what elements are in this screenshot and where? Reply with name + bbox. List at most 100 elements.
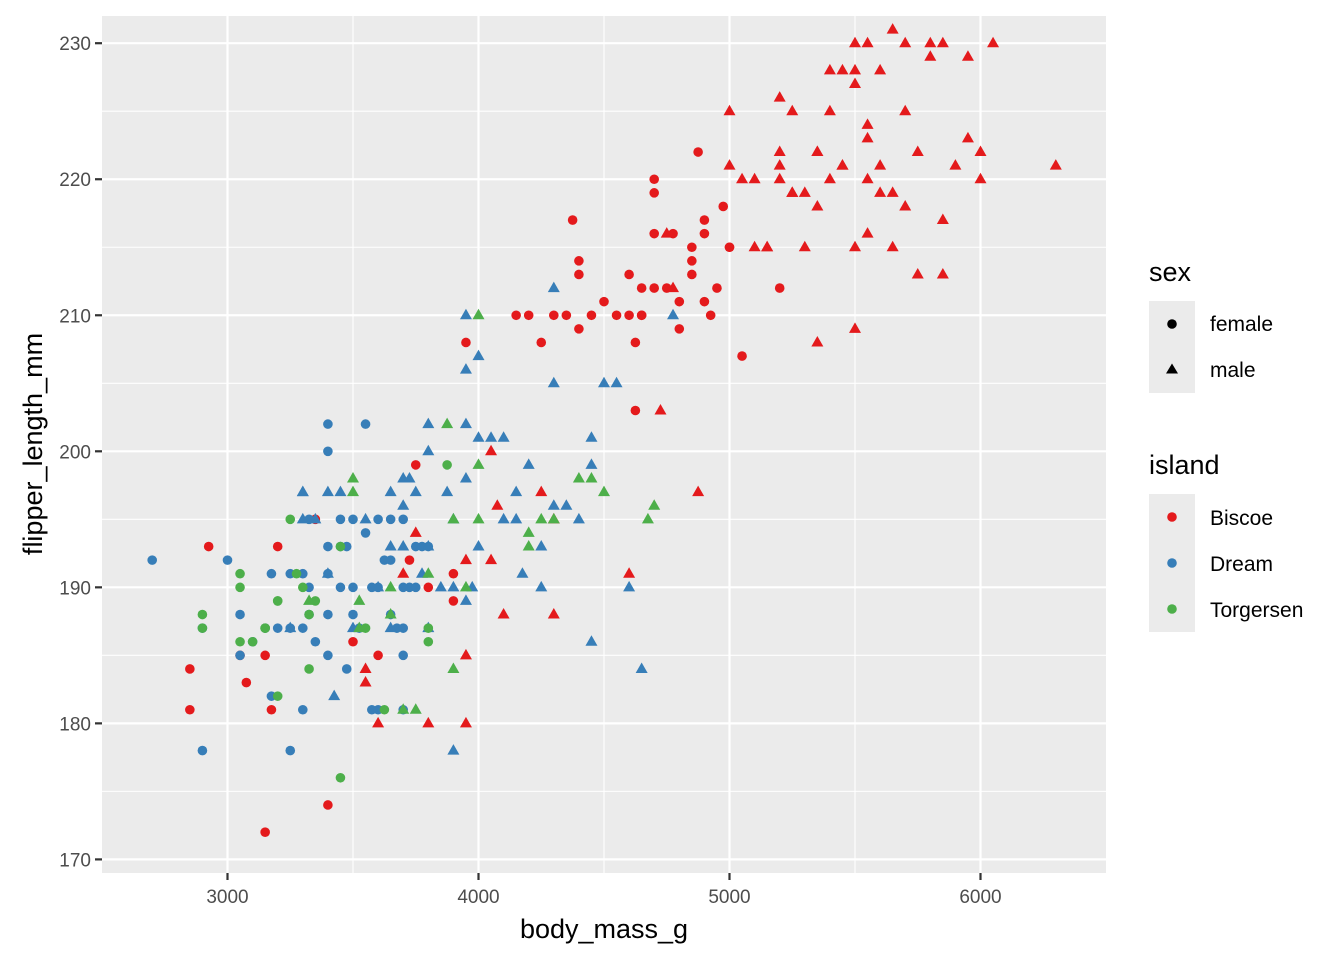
point-biscoe-male	[886, 240, 899, 252]
legend-island-title: island	[1149, 450, 1220, 480]
point-torgersen-female	[304, 609, 314, 620]
point-dream-male	[510, 512, 523, 524]
point-biscoe-male	[773, 172, 786, 184]
point-biscoe-male	[748, 240, 761, 252]
point-biscoe-female	[203, 541, 214, 552]
point-biscoe-male	[823, 63, 836, 75]
point-biscoe-female	[674, 296, 685, 307]
point-biscoe-male	[849, 240, 861, 252]
point-dream-male	[535, 580, 548, 592]
point-dream-male	[321, 567, 334, 578]
point-dream-male	[441, 485, 454, 497]
point-biscoe-female	[574, 324, 584, 334]
legend-sex: sex female male	[1149, 257, 1273, 393]
point-dream-female	[341, 664, 352, 674]
point-biscoe-female	[649, 188, 659, 198]
point-torgersen-male	[447, 662, 460, 673]
point-biscoe-male	[397, 567, 410, 578]
point-dream-male	[535, 540, 548, 551]
point-torgersen-male	[409, 703, 422, 714]
point-dream-female	[323, 609, 333, 620]
point-biscoe-male	[936, 267, 949, 279]
point-biscoe-male	[459, 716, 472, 728]
point-biscoe-female	[718, 201, 729, 212]
point-biscoe-female	[461, 337, 471, 348]
point-biscoe-male	[924, 36, 937, 48]
legend-label-biscoe: Biscoe	[1210, 507, 1273, 530]
point-biscoe-female	[561, 310, 572, 321]
legend-male-triangle-icon	[1166, 363, 1178, 374]
point-dream-female	[398, 514, 409, 525]
legend-sex-title: sex	[1149, 257, 1192, 287]
point-dream-male	[585, 431, 598, 442]
point-torgersen-male	[447, 512, 460, 524]
point-torgersen-male	[472, 308, 485, 320]
point-dream-male	[296, 512, 309, 524]
legend-torgersen-swatch	[1167, 604, 1177, 614]
point-biscoe-male	[849, 77, 861, 89]
point-biscoe-male	[861, 227, 874, 238]
legend-female-circle-icon	[1167, 319, 1177, 329]
point-dream-male	[434, 580, 447, 592]
point-biscoe-female	[348, 636, 358, 647]
y-tick-label: 170	[59, 850, 91, 871]
point-biscoe-male	[359, 676, 372, 687]
point-biscoe-female	[574, 269, 584, 280]
point-torgersen-female	[235, 568, 245, 579]
point-torgersen-female	[260, 623, 270, 633]
point-biscoe-female	[511, 310, 521, 321]
point-biscoe-male	[886, 23, 899, 34]
point-dream-male	[296, 485, 309, 497]
point-biscoe-male	[372, 716, 385, 728]
point-biscoe-female	[687, 242, 697, 253]
point-dream-female	[323, 650, 333, 661]
point-biscoe-female	[630, 337, 641, 348]
point-torgersen-female	[423, 623, 434, 633]
point-dream-male	[472, 431, 485, 442]
point-dream-male	[334, 485, 347, 497]
point-dream-female	[335, 582, 346, 593]
point-dream-male	[522, 458, 535, 469]
point-dream-female	[235, 650, 245, 661]
point-torgersen-male	[547, 512, 560, 524]
point-dream-female	[298, 704, 308, 715]
point-dream-female	[323, 541, 333, 552]
point-dream-male	[585, 458, 598, 469]
legend-biscoe-swatch	[1167, 512, 1177, 522]
point-dream-male	[459, 472, 472, 483]
point-biscoe-female	[699, 215, 710, 225]
point-biscoe-female	[699, 228, 710, 239]
point-dream-female	[348, 609, 358, 620]
point-torgersen-female	[272, 691, 283, 701]
point-biscoe-female	[699, 296, 710, 307]
minor-gridlines	[102, 16, 1106, 873]
point-biscoe-female	[649, 174, 659, 185]
point-torgersen-female	[197, 623, 208, 633]
point-biscoe-female	[567, 215, 578, 225]
point-dream-female	[348, 582, 358, 593]
point-biscoe-female	[523, 310, 534, 321]
point-dream-male	[547, 499, 560, 510]
point-biscoe-male	[987, 36, 1000, 48]
point-biscoe-male	[409, 526, 422, 537]
point-dream-female	[298, 623, 308, 633]
legend-island: island Biscoe Dream Torgersen	[1149, 450, 1303, 632]
point-biscoe-female	[323, 800, 333, 810]
point-dream-female	[360, 419, 371, 429]
point-biscoe-male	[547, 608, 560, 619]
point-biscoe-male	[886, 186, 899, 197]
point-biscoe-male	[654, 403, 667, 415]
point-biscoe-male	[811, 199, 824, 211]
point-biscoe-male	[736, 172, 749, 184]
point-biscoe-male	[823, 104, 836, 116]
point-dream-male	[384, 621, 397, 633]
point-biscoe-male	[359, 662, 372, 673]
point-dream-male	[667, 308, 680, 320]
point-dream-male	[372, 580, 385, 592]
point-biscoe-male	[961, 131, 974, 143]
point-torgersen-male	[572, 472, 585, 483]
point-biscoe-male	[692, 485, 705, 497]
point-dream-female	[266, 568, 277, 579]
point-torgersen-female	[335, 772, 346, 783]
data-points	[147, 23, 1062, 837]
